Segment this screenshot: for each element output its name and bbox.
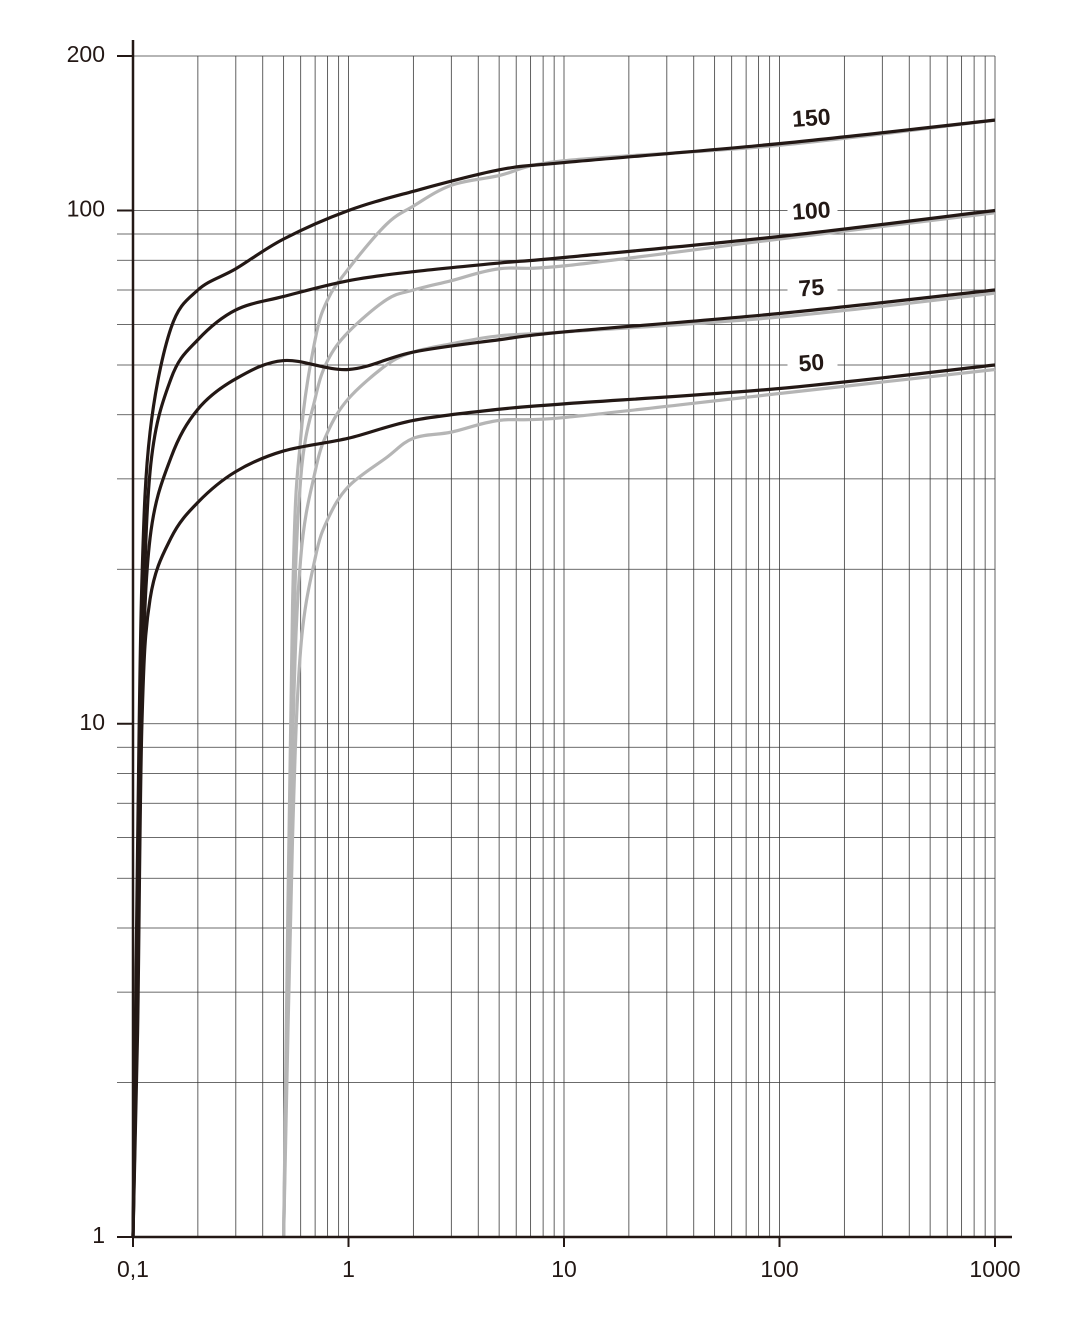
curves bbox=[131, 118, 996, 1238]
x-tick-label: 1000 bbox=[969, 1256, 1020, 1282]
curve-label: 150 bbox=[791, 103, 831, 132]
labels: 0,1 1 10 100 1000 1 10 100 200 150 100 75 50 bbox=[67, 41, 1021, 1282]
curve bbox=[282, 367, 996, 1238]
curve-label-bg bbox=[787, 106, 838, 131]
grid bbox=[117, 55, 996, 1237]
y-tick-label: 100 bbox=[67, 196, 105, 222]
x-tick-label: 100 bbox=[760, 1256, 798, 1282]
curve-label: 100 bbox=[791, 196, 831, 225]
curve bbox=[131, 363, 996, 1238]
curve-label-bg bbox=[787, 276, 838, 301]
curve bbox=[282, 211, 996, 1238]
x-tick-label: 0,1 bbox=[117, 1256, 149, 1282]
y-tick-label: 200 bbox=[67, 41, 105, 67]
curve-label: 50 bbox=[798, 349, 825, 377]
curve-label-bg bbox=[787, 351, 838, 376]
x-tick-label: 10 bbox=[551, 1256, 577, 1282]
y-tick-label: 1 bbox=[92, 1222, 105, 1248]
curve bbox=[282, 291, 996, 1238]
y-tick-label: 10 bbox=[79, 709, 105, 735]
curve-label: 75 bbox=[798, 274, 826, 302]
curve bbox=[282, 118, 996, 1238]
x-tick-label: 1 bbox=[342, 1256, 355, 1282]
curve-label-bg bbox=[787, 199, 838, 224]
curve bbox=[131, 118, 996, 1238]
